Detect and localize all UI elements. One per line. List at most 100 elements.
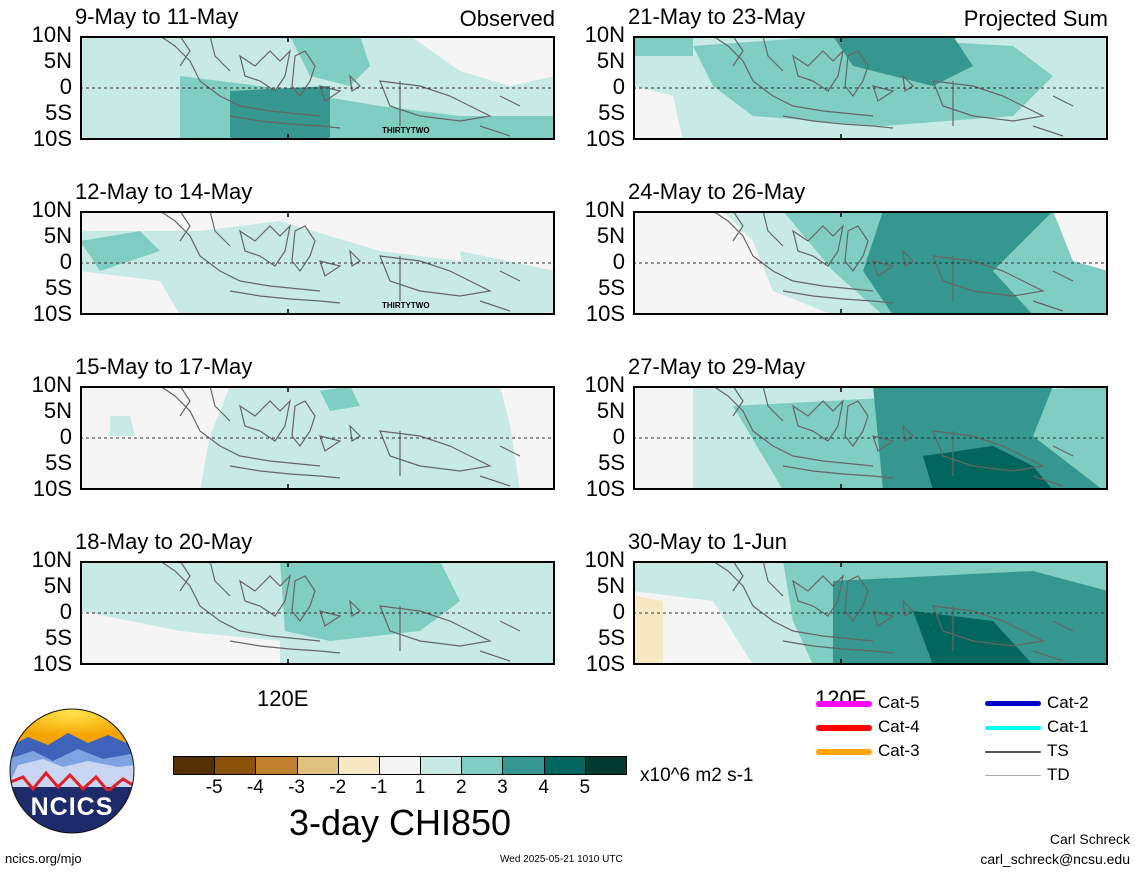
colorbar-swatch (502, 756, 545, 775)
lat-label: 5S (45, 625, 72, 650)
panel-title: 18-May to 20-May (75, 529, 253, 554)
storm-legend-item: Cat-2 (985, 694, 1089, 711)
lat-label: 5N (43, 48, 72, 73)
map-panel (80, 561, 555, 665)
colorbar-tick-label: -1 (370, 777, 388, 798)
storm-legend-item: Cat-3 (816, 742, 920, 759)
lat-label: 10N (31, 547, 72, 572)
storm-legend-item: TS (985, 742, 1069, 759)
lat-label: 0 (59, 74, 72, 99)
lat-label: 10S (585, 126, 625, 151)
footer-author: Carl Schreck (1049, 831, 1130, 847)
map-panel (633, 561, 1108, 665)
panel-title: 30-May to 1-Jun (628, 529, 787, 554)
footer-site: ncics.org/mjo (5, 851, 82, 866)
lat-label: 5S (598, 275, 625, 300)
storm-legend-line (816, 748, 872, 755)
colorbar-tick-label: 5 (579, 777, 591, 798)
map-panel: THIRTYTWO (80, 211, 555, 315)
colorbar-swatch (214, 756, 257, 775)
storm-legend-label: TD (1047, 765, 1070, 784)
storm-legend-label: Cat-5 (878, 693, 920, 712)
lat-label: 5N (43, 573, 72, 598)
lat-label: 5S (598, 450, 625, 475)
storm-legend-item: Cat-4 (816, 718, 920, 735)
lat-label: 10N (31, 22, 72, 47)
storm-legend-line (985, 701, 1041, 707)
colorbar-swatch (378, 756, 422, 775)
lat-label: 5S (45, 100, 72, 125)
storm-legend-item: Cat-5 (816, 694, 920, 711)
panel-title: 12-May to 14-May (75, 179, 253, 204)
colorbar-tick-label: -5 (205, 777, 223, 798)
lat-label: 5N (596, 573, 625, 598)
lat-label: 10N (584, 197, 625, 222)
ncics-logo: NCICS (8, 707, 136, 835)
storm-legend-line (816, 700, 872, 707)
storm-legend-label: Cat-2 (1047, 693, 1089, 712)
panel-title: 24-May to 26-May (628, 179, 806, 204)
lat-label: 0 (612, 74, 625, 99)
storm-legend-label: Cat-3 (878, 741, 920, 760)
storm-legend-line (985, 750, 1041, 753)
panel-title: 15-May to 17-May (75, 354, 253, 379)
lat-label: 5S (45, 275, 72, 300)
lat-label: 5N (43, 223, 72, 248)
map-panel (633, 386, 1108, 490)
lat-label: 10N (31, 197, 72, 222)
panel-title: 21-May to 23-May (628, 4, 806, 29)
lat-label: 10S (585, 476, 625, 501)
colorbar-tick-label: 1 (414, 777, 426, 798)
lat-label: 0 (59, 249, 72, 274)
storm-label: THIRTYTWO (382, 126, 430, 135)
storm-legend-line (816, 724, 872, 731)
colorbar-units: x10^6 m2 s-1 (640, 765, 754, 786)
lat-label: 10N (584, 372, 625, 397)
lat-label: 0 (59, 424, 72, 449)
lat-label: 0 (612, 249, 625, 274)
map-panel (80, 386, 555, 490)
lat-label: 5N (596, 48, 625, 73)
lat-label: 10S (32, 476, 72, 501)
colorbar-swatch (420, 756, 463, 775)
lat-label: 5S (598, 100, 625, 125)
lat-label: 10S (32, 301, 72, 326)
map-panel (633, 36, 1108, 140)
storm-legend-label: TS (1047, 741, 1069, 760)
lon-label-left: 120E (257, 686, 309, 711)
panel-corner-label: Observed (459, 6, 555, 31)
colorbar-swatch (584, 756, 627, 775)
colorbar-tick-label: -4 (246, 777, 264, 798)
colorbar-swatch (173, 756, 216, 775)
colorbar-tick-label: 4 (538, 777, 549, 798)
panel-corner-label: Projected Sum (963, 6, 1108, 31)
colorbar-ticks: -5 -4 -3 -2 -1 1 2 3 4 5 (173, 778, 626, 800)
lat-label: 5N (596, 398, 625, 423)
lat-label: 0 (59, 599, 72, 624)
footer-timestamp: Wed 2025-05-21 1010 UTC (500, 854, 623, 865)
lat-label: 10S (585, 301, 625, 326)
lat-label: 10N (31, 372, 72, 397)
lat-label: 5S (598, 625, 625, 650)
colorbar-swatch (296, 756, 339, 775)
logo-text: NCICS (30, 793, 114, 821)
colorbar-tick-label: -2 (329, 777, 347, 798)
storm-legend-line (985, 725, 1041, 730)
colorbar-swatch (255, 756, 298, 775)
lat-label: 0 (612, 424, 625, 449)
colorbar-tick-label: 3 (497, 777, 508, 798)
storm-label: THIRTYTWO (382, 301, 430, 310)
storm-legend-item: Cat-1 (985, 718, 1089, 735)
lat-label: 10N (584, 547, 625, 572)
lat-label: 10N (584, 22, 625, 47)
colorbar-swatch (543, 756, 586, 775)
lat-label: 10S (32, 651, 72, 676)
lat-label: 5N (596, 223, 625, 248)
storm-legend-item: TD (985, 766, 1070, 783)
storm-legend-line (985, 775, 1041, 777)
colorbar-swatch (461, 756, 504, 775)
storm-legend-label: Cat-1 (1047, 717, 1089, 736)
lat-label: 5N (43, 398, 72, 423)
colorbar-tick-label: -3 (288, 777, 305, 798)
lat-label: 0 (612, 599, 625, 624)
